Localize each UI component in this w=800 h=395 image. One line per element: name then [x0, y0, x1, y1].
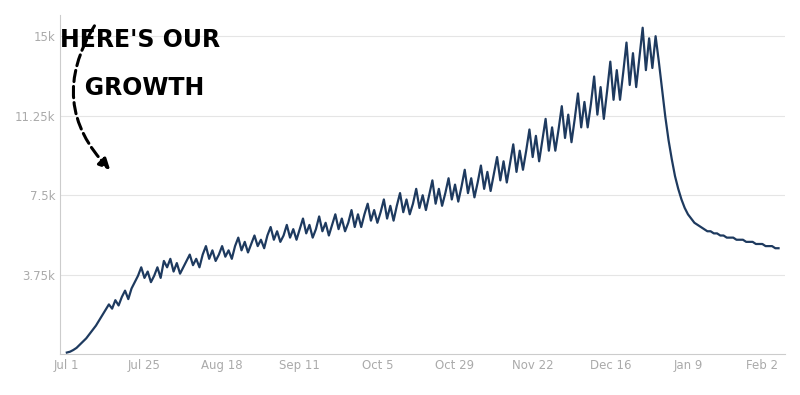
Text: GROWTH: GROWTH — [60, 76, 204, 100]
Text: HERE'S OUR: HERE'S OUR — [60, 28, 220, 53]
